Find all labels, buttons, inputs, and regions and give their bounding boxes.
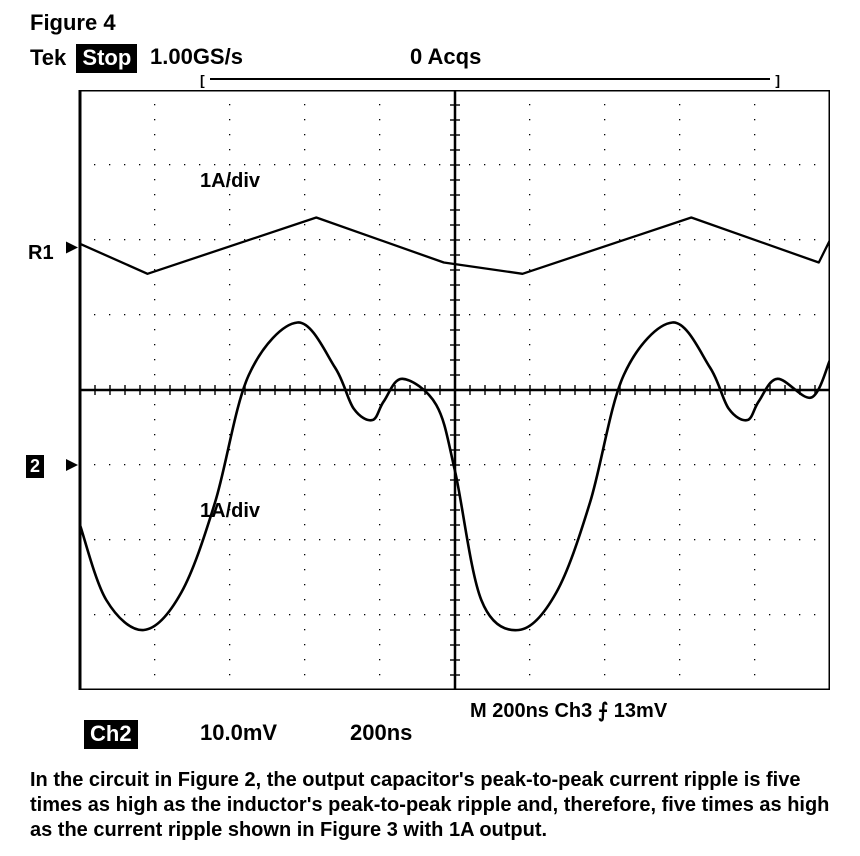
brand-text: Tek (30, 45, 66, 70)
trigger-bar-line (210, 78, 770, 80)
upper-trace-annotation: 1A/div (200, 170, 260, 193)
status-box: Stop (76, 44, 137, 73)
time-per-div: 200ns (350, 720, 412, 746)
trigger-left-bracket: [ (200, 72, 205, 88)
figure-title: Figure 4 (30, 10, 116, 36)
trigger-position-bar: [ ] (200, 70, 780, 88)
scope-footer: Ch2 10.0mV 200ns (30, 720, 830, 750)
figure-page: Figure 4 Tek Stop 1.00GS/s 0 Acqs [ ] R1… (0, 0, 860, 856)
scope-svg (30, 90, 830, 690)
oscilloscope-plot: R1 2 1A/div 1A/div M 200ns Ch3 ⨍ 13mV (30, 90, 830, 690)
acqs-readout: 0 Acqs (410, 44, 481, 70)
ch2-marker: 2 (26, 455, 44, 478)
ref1-marker: R1 (28, 242, 54, 265)
volts-per-div: 10.0mV (200, 720, 277, 746)
sample-rate: 1.00GS/s (150, 44, 243, 70)
scope-header: Tek Stop 1.00GS/s 0 Acqs (30, 44, 830, 72)
figure-caption: In the circuit in Figure 2, the output c… (30, 768, 830, 843)
channel-box: Ch2 (84, 720, 138, 749)
scope-brand: Tek Stop (30, 44, 141, 73)
trigger-right-bracket: ] (775, 72, 780, 88)
lower-trace-annotation: 1A/div (200, 500, 260, 523)
